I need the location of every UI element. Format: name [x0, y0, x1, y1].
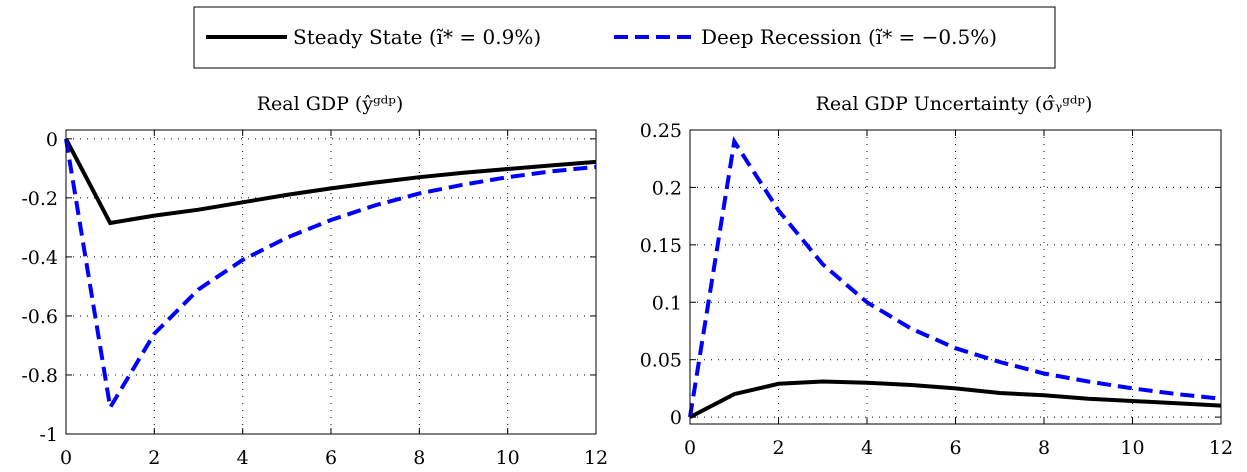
- y-tick-label: -0.6: [21, 306, 58, 328]
- x-tick-label: 6: [949, 437, 961, 459]
- panel-title-real-gdp-uncertainty: Real GDP Uncertainty (σ̂ᵧᵍᵈᵖ): [816, 93, 1093, 115]
- x-tick-label: 2: [148, 447, 160, 469]
- series-line-steady-state-real-gdp: [64, 137, 597, 226]
- y-tick-label: -0.4: [21, 247, 58, 269]
- y-tick-label: 0.2: [652, 177, 682, 199]
- y-tick-label: -0.2: [21, 188, 58, 210]
- series-line-deep-recession-real-gdp-uncertainty: [688, 136, 1222, 418]
- x-tick-label: 0: [60, 447, 72, 469]
- x-tick-label: 4: [861, 437, 873, 459]
- series-group-real-gdp-uncertainty: [688, 136, 1222, 419]
- x-tick-label: 12: [1209, 437, 1233, 459]
- x-tick-label: 6: [325, 447, 337, 469]
- y-tick-label: 0.05: [640, 350, 682, 372]
- x-tick-label: 10: [1120, 437, 1144, 459]
- x-tick-label: 8: [413, 447, 425, 469]
- y-tick-label: 0: [46, 129, 58, 151]
- legend: Steady State (ĩ* = 0.9%) Deep Recession …: [193, 6, 1056, 69]
- ticks-real-gdp-uncertainty: 0 2 4 6 8 10 12 0 0.05 0.1 0.15 0.2 0.25: [640, 120, 1233, 459]
- panel-title-real-gdp: Real GDP (ŷᵍᵈᵖ): [257, 93, 404, 115]
- grid-real-gdp-uncertainty: [689, 129, 1222, 424]
- x-tick-label: 4: [237, 447, 249, 469]
- y-tick-label: 0: [670, 407, 682, 429]
- x-tick-label: 8: [1038, 437, 1050, 459]
- panel-real-gdp-uncertainty: Real GDP Uncertainty (σ̂ᵧᵍᵈᵖ) 0 2 4 6 8 10 120…: [640, 93, 1233, 459]
- series-group-real-gdp: [64, 137, 597, 414]
- x-tick-label: 12: [584, 447, 608, 469]
- y-tick-label: -0.8: [21, 365, 58, 387]
- x-tick-label: 2: [772, 437, 784, 459]
- y-tick-label: -1: [39, 424, 58, 446]
- x-tick-label: 0: [684, 437, 696, 459]
- y-tick-label: 0.15: [640, 235, 682, 257]
- ticks-real-gdp: 0 2 4 6 8 10 12 -1 -0.8 -0.6 -0.4 -0.2 0: [21, 129, 608, 469]
- x-tick-label: 10: [496, 447, 520, 469]
- series-line-deep-recession-real-gdp: [64, 138, 597, 414]
- legend-label-deep-recession: Deep Recession (ĩ* = −0.5%): [701, 25, 997, 49]
- y-tick-label: 0.1: [652, 292, 682, 314]
- series-line-steady-state-real-gdp-uncertainty: [689, 379, 1222, 419]
- y-tick-label: 0.25: [640, 120, 682, 142]
- legend-label-steady-state: Steady State (ĩ* = 0.9%): [293, 25, 541, 49]
- panel-real-gdp: Real GDP (ŷᵍᵈᵖ) 0 2 4 6 8 10 12 -1 -0.8 -0.6 -0.4 -…: [21, 93, 608, 469]
